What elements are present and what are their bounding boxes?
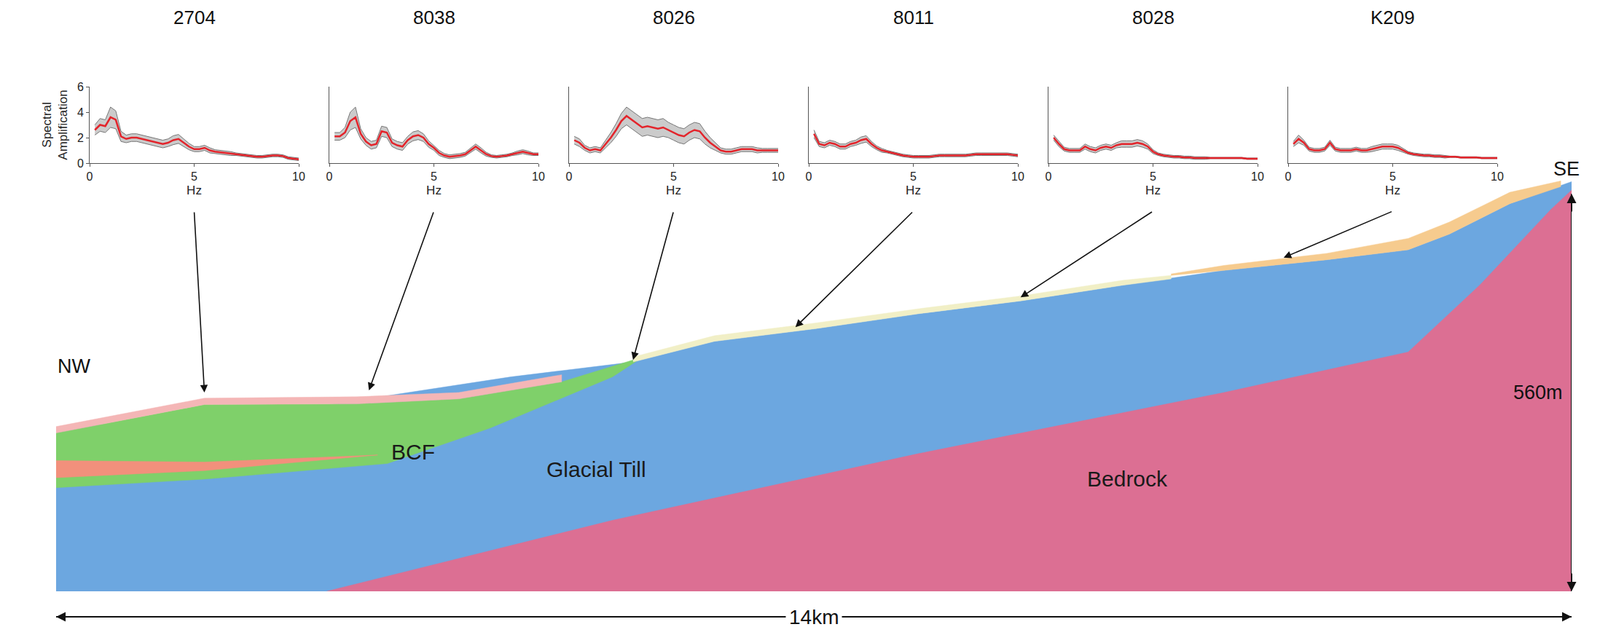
svg-text:5: 5 xyxy=(190,170,198,183)
svg-text:SpectralAmplification: SpectralAmplification xyxy=(40,89,70,160)
svg-text:0: 0 xyxy=(1285,170,1292,183)
svg-text:6: 6 xyxy=(77,80,84,94)
svg-text:5: 5 xyxy=(670,170,677,183)
svg-text:Hz: Hz xyxy=(186,183,202,198)
svg-text:10: 10 xyxy=(292,170,306,183)
svg-text:Hz: Hz xyxy=(905,183,921,198)
svg-text:4: 4 xyxy=(77,106,84,119)
svg-text:Hz: Hz xyxy=(665,183,682,198)
svg-text:Hz: Hz xyxy=(426,183,442,198)
svg-text:5: 5 xyxy=(1149,170,1157,183)
svg-text:8011: 8011 xyxy=(893,6,935,29)
svg-text:SE: SE xyxy=(1553,158,1580,180)
svg-text:10: 10 xyxy=(771,170,785,183)
svg-text:0: 0 xyxy=(77,157,84,170)
svg-text:560m: 560m xyxy=(1513,381,1563,404)
svg-text:Hz: Hz xyxy=(1385,183,1401,198)
svg-text:0: 0 xyxy=(805,170,813,183)
svg-text:Hz: Hz xyxy=(1145,183,1161,198)
svg-text:0: 0 xyxy=(326,170,333,183)
svg-text:14km: 14km xyxy=(789,606,839,629)
svg-text:10: 10 xyxy=(1011,170,1025,183)
svg-text:10: 10 xyxy=(1251,170,1265,183)
svg-text:0: 0 xyxy=(566,170,573,183)
svg-text:K209: K209 xyxy=(1370,6,1415,29)
svg-text:5: 5 xyxy=(430,170,438,183)
svg-text:8038: 8038 xyxy=(413,6,456,29)
svg-text:10: 10 xyxy=(1490,170,1504,183)
svg-text:8026: 8026 xyxy=(652,6,696,29)
svg-text:5: 5 xyxy=(1389,170,1396,183)
svg-text:5: 5 xyxy=(910,170,917,183)
svg-text:NW: NW xyxy=(57,355,91,378)
svg-text:Glacial Till: Glacial Till xyxy=(546,457,647,482)
svg-text:8028: 8028 xyxy=(1132,6,1175,29)
svg-text:0: 0 xyxy=(1045,170,1053,183)
svg-text:BCF: BCF xyxy=(391,440,435,465)
svg-text:0: 0 xyxy=(86,170,94,183)
svg-text:2: 2 xyxy=(77,131,84,145)
svg-text:Bedrock: Bedrock xyxy=(1087,467,1168,492)
svg-text:10: 10 xyxy=(531,170,545,183)
svg-text:2704: 2704 xyxy=(173,6,216,29)
